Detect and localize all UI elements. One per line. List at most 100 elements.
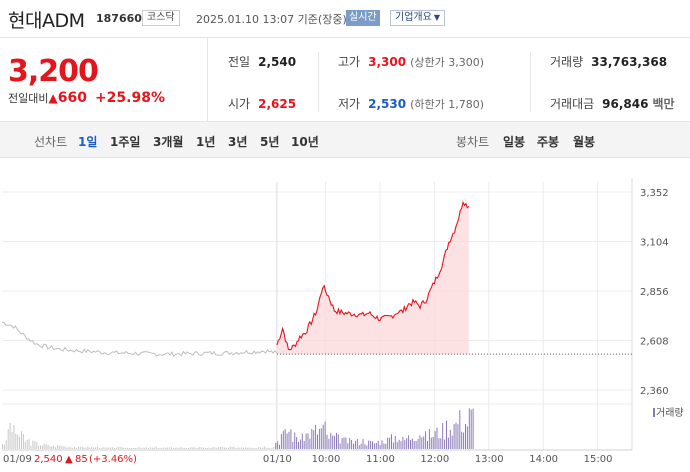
volume-bar xyxy=(440,438,442,449)
volume-bar xyxy=(165,447,167,449)
prev-day-percent: (+3.46%) xyxy=(89,454,137,465)
volume-bar xyxy=(260,447,262,449)
volume-bar xyxy=(294,432,296,449)
volume-bar xyxy=(13,425,15,449)
volume-bar xyxy=(313,430,315,449)
volume-bar xyxy=(233,446,235,449)
amount-unit: 백만 xyxy=(652,97,675,111)
open-value: 2,625 xyxy=(258,97,297,111)
volume-bar xyxy=(339,443,341,449)
tab-monthly[interactable]: 월봉 xyxy=(573,135,596,149)
volume-bar xyxy=(356,439,358,449)
quote-panel: 3,200 전일대비▲660 +25.98% 전일 2,540 시가 2,625 고가… xyxy=(0,38,690,122)
tab-1d[interactable]: 1일 xyxy=(78,135,98,149)
volume-bar xyxy=(140,447,142,449)
volume-bar xyxy=(332,435,334,449)
volume-bar xyxy=(144,447,146,449)
volume-bar xyxy=(127,447,129,449)
volume-bar xyxy=(271,447,273,449)
volume-bar xyxy=(379,445,381,449)
volume-bar xyxy=(2,443,3,449)
volume-bar xyxy=(155,446,157,449)
volume-bar xyxy=(55,447,57,449)
amount-cell: 거래대금 96,846 백만 xyxy=(550,95,675,112)
volume-bar xyxy=(349,438,351,449)
volume-bar xyxy=(225,447,227,449)
volume-bar xyxy=(406,438,408,449)
volume-bar xyxy=(142,447,144,449)
volume-bar xyxy=(385,443,387,449)
tab-1w[interactable]: 1주일 xyxy=(110,135,141,149)
change-label: 전일대비 xyxy=(8,92,49,105)
high-label: 고가 xyxy=(338,55,361,69)
y-tick-label: 3,352 xyxy=(640,188,669,199)
chart-period-tabs: 선차트 1일 1주일 3개월 1년 3년 5년 10년 봉차트 일봉 주봉 월봉 xyxy=(0,122,690,158)
volume-bar xyxy=(125,447,127,449)
volume-bar xyxy=(235,448,237,449)
volume-bar xyxy=(370,440,372,449)
change-percent: +25.98% xyxy=(94,90,165,106)
volume-bar xyxy=(343,437,345,449)
volume-bar xyxy=(286,433,288,449)
chart-grid xyxy=(2,178,633,451)
prev-day-label: 01/09 xyxy=(3,454,32,465)
tab-1y[interactable]: 1년 xyxy=(196,135,216,149)
market-badge: 코스닥 xyxy=(142,10,180,26)
volume-bar xyxy=(389,437,391,449)
volume-bar xyxy=(17,434,19,449)
volume-bar xyxy=(72,447,74,449)
open-cell: 시가 2,625 xyxy=(228,95,296,112)
high-cell: 고가 3,300 (상한가 3,300) xyxy=(338,53,484,70)
volume-bar xyxy=(180,447,182,449)
volume-bar xyxy=(254,448,256,449)
volume-bar xyxy=(117,446,119,449)
volume-bar xyxy=(189,447,191,449)
prev-day-line xyxy=(1,321,278,358)
volume-bar xyxy=(237,447,239,449)
volume-bar xyxy=(438,438,440,449)
volume-legend-swatch xyxy=(653,408,655,417)
volume-bar xyxy=(360,443,362,449)
volume-bar xyxy=(425,431,427,449)
low-label: 저가 xyxy=(338,97,361,111)
volume-bar xyxy=(182,447,184,449)
volume-bar xyxy=(191,447,193,449)
tab-3m[interactable]: 3개월 xyxy=(153,135,184,149)
tab-3y[interactable]: 3년 xyxy=(228,135,248,149)
intraday-chart[interactable]: 3,352 3,104 2,856 2,608 2,360 01/10 10:00 11:0… xyxy=(0,158,690,472)
volume-bar xyxy=(372,441,373,449)
volume-bar xyxy=(212,447,214,449)
volume-bar xyxy=(100,448,102,449)
company-overview-button[interactable]: 기업개요 ▼ xyxy=(390,10,445,26)
volume-bar xyxy=(466,426,468,449)
volume-bar xyxy=(203,447,205,449)
tab-10y[interactable]: 10년 xyxy=(291,135,319,149)
volume-bar xyxy=(461,431,463,449)
volume-bar xyxy=(123,448,125,449)
tab-5y[interactable]: 5년 xyxy=(260,135,280,149)
volume-bar xyxy=(174,448,176,449)
volume-bar xyxy=(377,440,379,449)
volume-bar xyxy=(60,445,62,449)
volume-bar xyxy=(15,433,17,449)
volume-bar xyxy=(455,422,457,449)
volume-bar xyxy=(391,434,392,449)
volume-bar xyxy=(197,447,199,449)
volume-bar xyxy=(453,424,455,449)
volume-bars xyxy=(2,408,474,449)
prev-day-close: 2,540 xyxy=(34,454,63,465)
volume-bar xyxy=(45,444,47,449)
volume-bar xyxy=(436,427,438,449)
volume-bar xyxy=(463,432,465,449)
prev-close-label: 전일 xyxy=(228,55,251,69)
volume-bar xyxy=(387,437,389,449)
volume-bar xyxy=(246,447,248,449)
volume-bar xyxy=(222,446,224,449)
tab-daily[interactable]: 일봉 xyxy=(503,135,526,149)
volume-bar xyxy=(307,433,309,449)
tab-weekly[interactable]: 주봉 xyxy=(537,135,560,149)
volume-bar xyxy=(68,446,70,449)
change-value: 660 xyxy=(57,90,87,106)
volume-bar xyxy=(244,447,246,449)
volume-bar xyxy=(53,445,55,449)
